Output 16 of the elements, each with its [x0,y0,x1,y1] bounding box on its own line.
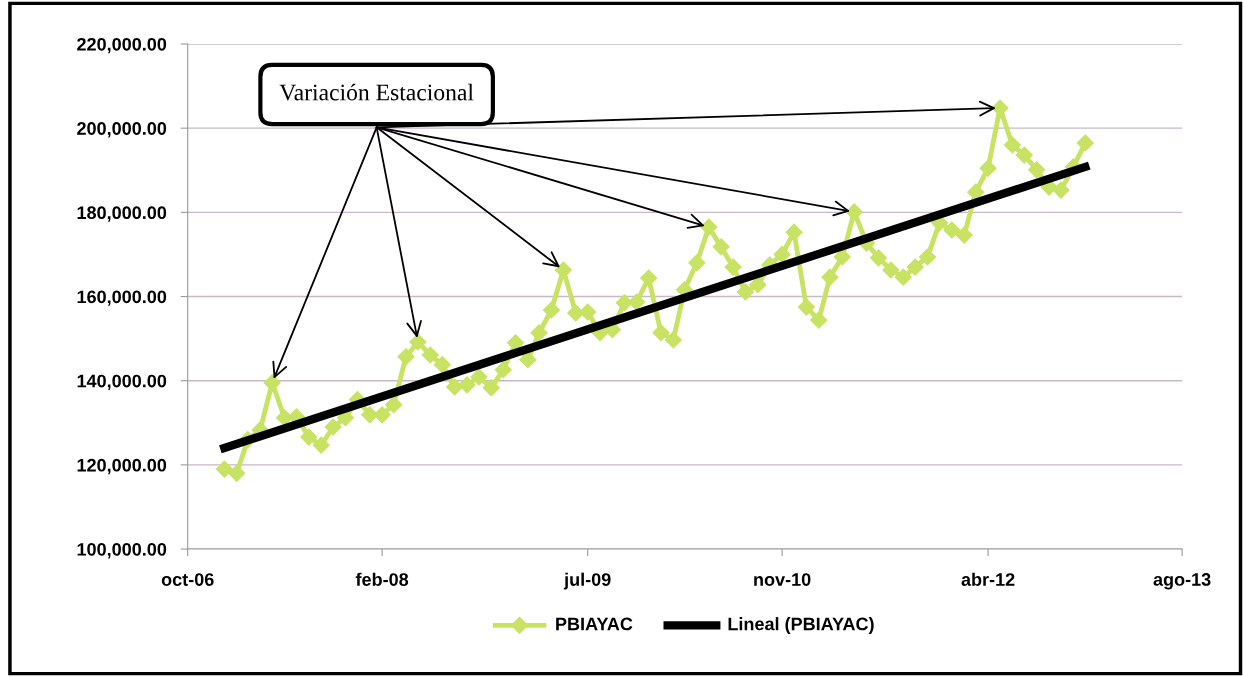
y-tick-label: 100,000.00 [77,542,167,559]
y-tick-label: 200,000.00 [77,122,167,138]
y-tick-label: 160,000.00 [77,290,167,306]
y-tick-label: 180,000.00 [77,206,167,222]
y-tick-label: 120,000.00 [77,458,167,475]
x-tick-label: abr-12 [961,572,1015,586]
y-tick-label: 140,000.00 [77,374,167,391]
x-tick-label: nov-10 [754,573,811,586]
annotation: Variación Estacional [279,83,474,101]
x-tick-label: oct-06 [161,573,214,586]
x-tick-label: feb-08 [355,572,409,586]
x-tick-label: ago-13 [1153,573,1211,590]
legend-label: PBIAYAC [556,617,633,631]
x-tick-label: jul-09 [563,572,611,590]
legend-label: Lineal (PBIAYAC) [728,617,874,634]
y-tick-label: 220,000.00 [77,37,167,54]
